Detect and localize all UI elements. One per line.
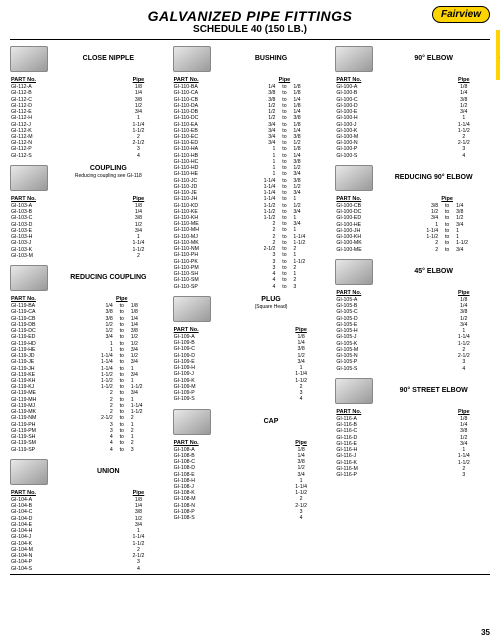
page-title: GALVANIZED PIPE FITTINGS	[10, 8, 490, 24]
table-row: GI-105-S4	[335, 366, 490, 372]
red-coupling-head: REDUCING COUPLING	[10, 265, 165, 291]
street-elbow-title: 90° STREET ELBOW	[377, 387, 490, 395]
elbow90-head: 90° ELBOW	[335, 46, 490, 72]
elbow90-title: 90° ELBOW	[377, 55, 490, 63]
red-elbow90-table: PART No.Pipe GI-100-CB3/8to1/4GI-100-DC1…	[335, 195, 490, 253]
coupling-title: COUPLING	[52, 165, 165, 173]
red-coupling-title: REDUCING COUPLING	[52, 274, 165, 282]
cap-head: CAP	[173, 409, 328, 435]
coupling-table: PART No.Pipe GI-103-A1/8GI-103-B1/4GI-10…	[10, 195, 165, 259]
cap-image	[173, 409, 211, 435]
columns: CLOSE NIPPLE PART No.Pipe GI-112-A1/8GI-…	[10, 44, 490, 572]
elbow90-table: PART No.Pipe GI-100-A1/8GI-100-B1/4GI-10…	[335, 76, 490, 159]
table-row: GI-119-SP4to3	[10, 447, 165, 453]
cap-table: PART No.Pipe GI-108-A1/8GI-108-B1/4GI-10…	[173, 439, 328, 522]
coupling-note: Reducing coupling see GI-118	[52, 173, 165, 179]
brand-logo: Fairview	[432, 6, 490, 23]
page-header: GALVANIZED PIPE FITTINGS SCHEDULE 40 (15…	[10, 8, 490, 35]
table-row: GI-109-S4	[173, 396, 328, 402]
page-number: 35	[481, 628, 490, 637]
table-row: GI-100-ME2to3/4	[335, 247, 490, 253]
bushing-title: BUSHING	[215, 55, 328, 63]
plug-title: PLUG	[215, 296, 328, 304]
elbow45-table: PART No.Pipe GI-105-A1/8GI-105-B1/4GI-10…	[335, 289, 490, 372]
elbow45-title: 45° ELBOW	[377, 268, 490, 276]
union-title: UNION	[52, 468, 165, 476]
table-row: GI-110-SP4to3	[173, 284, 328, 290]
page-subtitle: SCHEDULE 40 (150 LB.)	[10, 24, 490, 35]
divider-top	[10, 39, 490, 40]
table-row: GI-100-S4	[335, 153, 490, 159]
red-elbow90-title: REDUCING 90° ELBOW	[377, 174, 490, 182]
catalog-page: GALVANIZED PIPE FITTINGS SCHEDULE 40 (15…	[0, 0, 500, 641]
plug-note: (Square Head)	[215, 304, 328, 310]
bushing-image	[173, 46, 211, 72]
column-1: CLOSE NIPPLE PART No.Pipe GI-112-A1/8GI-…	[10, 44, 165, 572]
red-coupling-table: PART No.Pipe GI-119-BA1/4to1/8GI-119-CA3…	[10, 295, 165, 453]
bushing-head: BUSHING	[173, 46, 328, 72]
table-row: GI-112-S4	[10, 153, 165, 159]
coupling-image	[10, 165, 48, 191]
table-row: GI-108-S4	[173, 515, 328, 521]
table-row: GI-103-M2	[10, 253, 165, 259]
plug-head: PLUG (Square Head)	[173, 296, 328, 322]
union-image	[10, 459, 48, 485]
elbow45-image	[335, 259, 373, 285]
cap-title: CAP	[215, 418, 328, 426]
street-elbow-image	[335, 378, 373, 404]
coupling-head: COUPLING Reducing coupling see GI-118	[10, 165, 165, 191]
elbow90-image	[335, 46, 373, 72]
street-elbow-head: 90° STREET ELBOW	[335, 378, 490, 404]
plug-image	[173, 296, 211, 322]
street-elbow-table: PART No.Pipe GI-116-A1/8GI-116-B1/4GI-11…	[335, 408, 490, 478]
union-head: UNION	[10, 459, 165, 485]
red-coupling-image	[10, 265, 48, 291]
bushing-table: PART No.Pipe GI-110-BA1/4to1/8GI-110-CA3…	[173, 76, 328, 290]
red-elbow90-image	[335, 165, 373, 191]
close-nipple-head: CLOSE NIPPLE	[10, 46, 165, 72]
close-nipple-image	[10, 46, 48, 72]
section-tab: A	[496, 30, 500, 80]
close-nipple-title: CLOSE NIPPLE	[52, 55, 165, 63]
elbow45-head: 45° ELBOW	[335, 259, 490, 285]
union-table: PART No.Pipe GI-104-A1/8GI-104-B1/4GI-10…	[10, 489, 165, 572]
divider-bottom	[10, 574, 490, 575]
th-part: PART No.	[10, 76, 112, 84]
red-elbow90-head: REDUCING 90° ELBOW	[335, 165, 490, 191]
column-2: BUSHING PART No.Pipe GI-110-BA1/4to1/8GI…	[173, 44, 328, 572]
table-row: GI-116-P3	[335, 472, 490, 478]
table-row: GI-104-S4	[10, 566, 165, 572]
column-3: 90° ELBOW PART No.Pipe GI-100-A1/8GI-100…	[335, 44, 490, 572]
plug-table: PART No.Pipe GI-109-A1/8GI-109-B1/4GI-10…	[173, 326, 328, 403]
th-pipe: Pipe	[112, 76, 164, 84]
close-nipple-table: PART No.Pipe GI-112-A1/8GI-112-B1/4GI-11…	[10, 76, 165, 159]
